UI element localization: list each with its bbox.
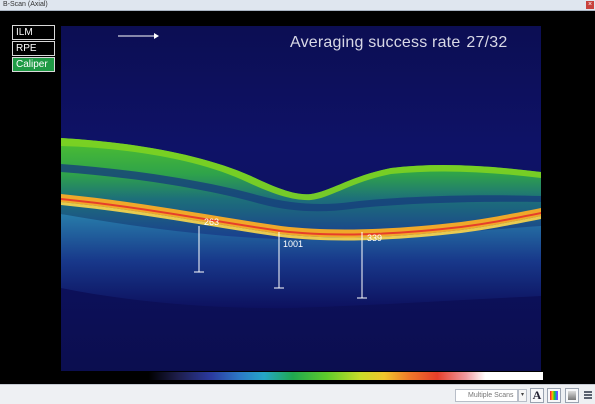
scan-viewport: 263 1001 339 ILM RPE Caliper Averaging s…	[8, 12, 595, 384]
text-icon[interactable]: A	[530, 388, 544, 403]
color-scale-bar	[62, 372, 543, 380]
averaging-value: 27/32	[466, 34, 508, 51]
chevron-down-icon[interactable]: ▾	[518, 389, 527, 402]
title-bar: B-Scan (Axial) ×	[0, 0, 595, 11]
layer-caliper[interactable]: Caliper	[12, 57, 55, 72]
layer-list: ILM RPE Caliper	[12, 25, 55, 73]
caliper-value-1: 263	[204, 217, 220, 227]
averaging-success-rate: Averaging success rate 27/32	[290, 34, 507, 52]
caliper-value-2: 1001	[283, 239, 304, 249]
layer-ilm[interactable]: ILM	[12, 25, 55, 40]
averaging-label: Averaging success rate	[290, 34, 461, 51]
arrow-right-icon	[118, 33, 159, 39]
grayscale-icon[interactable]	[565, 388, 579, 403]
grip-icon[interactable]	[584, 391, 592, 399]
close-icon[interactable]: ×	[586, 1, 594, 9]
color-palette-icon[interactable]	[547, 388, 561, 403]
bottom-toolbar: Multiple Scans ▾ A	[0, 384, 595, 404]
retina-layers-graphic	[61, 138, 541, 309]
layer-rpe[interactable]: RPE	[12, 41, 55, 56]
window-title: B-Scan (Axial)	[3, 1, 48, 8]
scan-mode-select[interactable]: Multiple Scans	[455, 389, 518, 402]
oct-bscan-image: 263 1001 339	[61, 26, 541, 371]
caliper-value-3: 339	[367, 233, 383, 243]
